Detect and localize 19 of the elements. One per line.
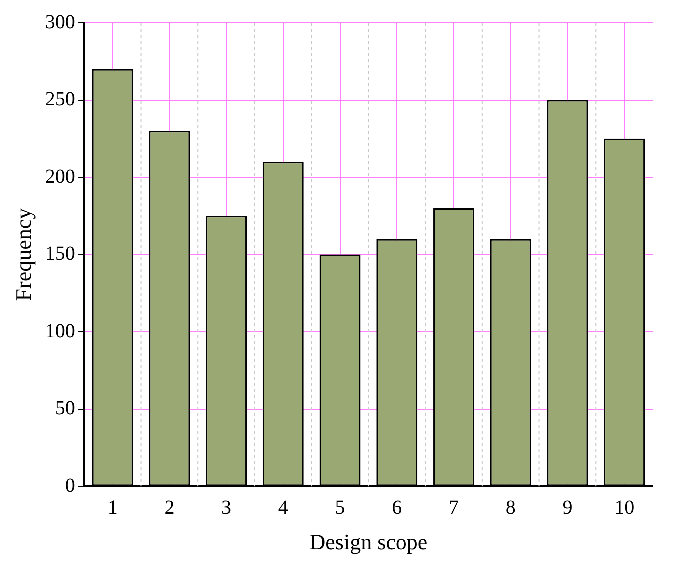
x-tick-label: 1 [108,496,118,519]
y-tick-label: 0 [65,474,76,497]
y-tick-label: 200 [45,166,76,188]
y-tick-label: 100 [45,320,76,342]
x-tick-label: 9 [562,496,573,519]
y-tick-label: 300 [45,11,76,34]
x-tick-label: 10 [614,496,635,519]
x-tick-label: 7 [448,496,459,519]
y-axis-title: Frequency [10,208,36,302]
x-tick-label: 5 [335,496,346,519]
x-tick-label: 3 [222,496,232,519]
y-tick-label: 50 [55,398,76,420]
y-tick-label: 250 [45,88,76,111]
x-tick-label: 2 [164,496,175,519]
x-axis-title: Design scope [310,530,428,555]
x-tick-label: 6 [392,496,402,519]
x-tick-label: 4 [278,496,288,519]
y-tick-label: 150 [45,243,76,266]
x-tick-label: 8 [506,496,516,519]
